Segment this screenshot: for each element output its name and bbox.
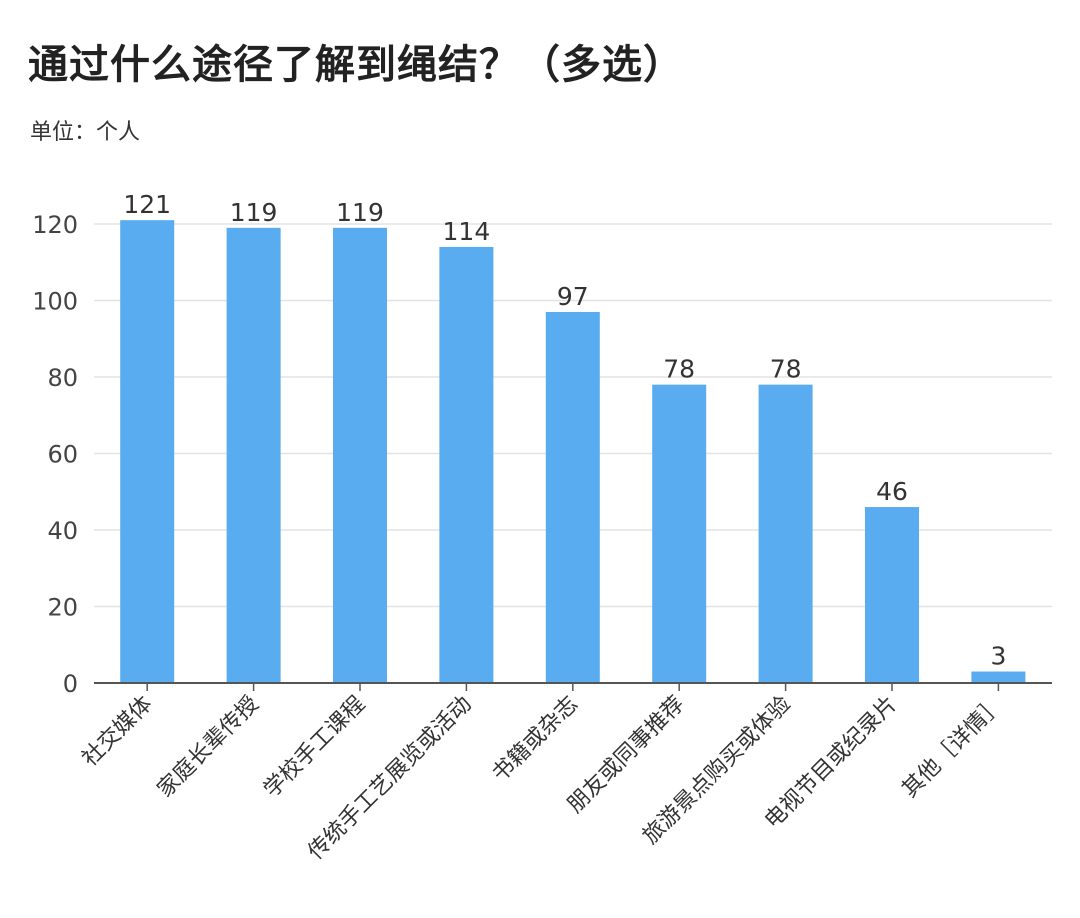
value-label: 46: [876, 477, 908, 506]
value-label: 78: [770, 355, 802, 384]
bar-2: [226, 227, 281, 683]
y-tick-label: 100: [32, 288, 78, 316]
bar-1: [120, 220, 175, 684]
y-tick-label: 0: [63, 670, 78, 698]
value-label: 121: [123, 190, 171, 219]
value-label: 114: [443, 217, 491, 246]
y-tick-label: 80: [47, 364, 78, 392]
value-label: 119: [336, 198, 384, 227]
bar-4: [439, 246, 494, 683]
bars: [120, 220, 1026, 684]
category-label: 社交媒体: [78, 692, 158, 772]
bar-7: [758, 384, 813, 683]
labels: 0 20 40 60 80 100 120 121 社交媒体 119 家庭长辈传授 119 学校手工课程…: [32, 190, 1008, 865]
bar-9: [971, 671, 1026, 683]
y-tick-label: 60: [47, 441, 78, 469]
value-label: 97: [557, 282, 589, 311]
bar-8: [865, 507, 919, 683]
bar-6: [652, 384, 707, 683]
value-label: 119: [230, 198, 278, 227]
category-label: 家庭长辈传授: [153, 692, 264, 803]
value-label: 3: [990, 642, 1006, 671]
value-label: 78: [663, 355, 695, 384]
chart-title: 通过什么途径了解到绳结？（多选）: [28, 42, 684, 88]
bar-3: [333, 227, 387, 683]
axes: [94, 682, 1052, 691]
category-label: 学校手工课程: [259, 692, 370, 803]
y-tick-label: 120: [32, 211, 78, 239]
category-label: 书籍或杂志: [488, 692, 583, 787]
y-tick-label: 20: [47, 594, 78, 622]
y-tick-label: 40: [47, 517, 78, 545]
unit-label: 单位：个人: [30, 120, 141, 145]
category-label: 其他［详情］: [898, 692, 1009, 803]
bar-5: [545, 311, 600, 683]
